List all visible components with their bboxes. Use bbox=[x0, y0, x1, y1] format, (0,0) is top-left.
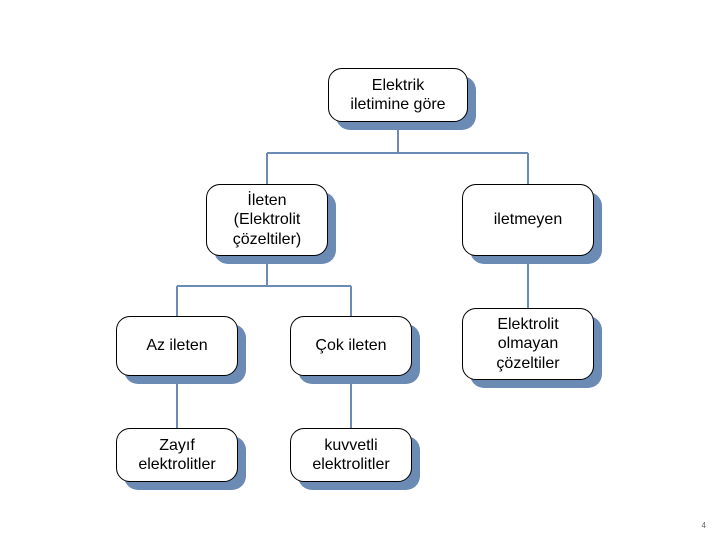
page-number: 4 bbox=[702, 521, 706, 530]
node-label: kuvvetlielektrolitler bbox=[312, 436, 389, 474]
node-label: Çok ileten bbox=[315, 336, 386, 355]
node-root: Elektrikiletimine göre bbox=[328, 68, 468, 122]
node-cok-ileten: Çok ileten bbox=[290, 316, 412, 376]
node-kuvvetli: kuvvetlielektrolitler bbox=[290, 428, 412, 482]
node-label: Zayıfelektrolitler bbox=[138, 436, 215, 474]
node-label: Elektrolitolmayançözeltiler bbox=[496, 315, 559, 373]
node-elektrolit-olmayan: Elektrolitolmayançözeltiler bbox=[462, 308, 594, 380]
node-label: Az ileten bbox=[146, 336, 207, 355]
node-zayif: Zayıfelektrolitler bbox=[116, 428, 238, 482]
node-iletmeyen: iletmeyen bbox=[462, 184, 594, 256]
node-label: İleten(Elektrolitçözeltiler) bbox=[233, 191, 301, 249]
node-label: iletmeyen bbox=[494, 210, 562, 229]
node-az-ileten: Az ileten bbox=[116, 316, 238, 376]
node-ileten: İleten(Elektrolitçözeltiler) bbox=[206, 184, 328, 256]
node-label: Elektrikiletimine göre bbox=[350, 76, 445, 114]
